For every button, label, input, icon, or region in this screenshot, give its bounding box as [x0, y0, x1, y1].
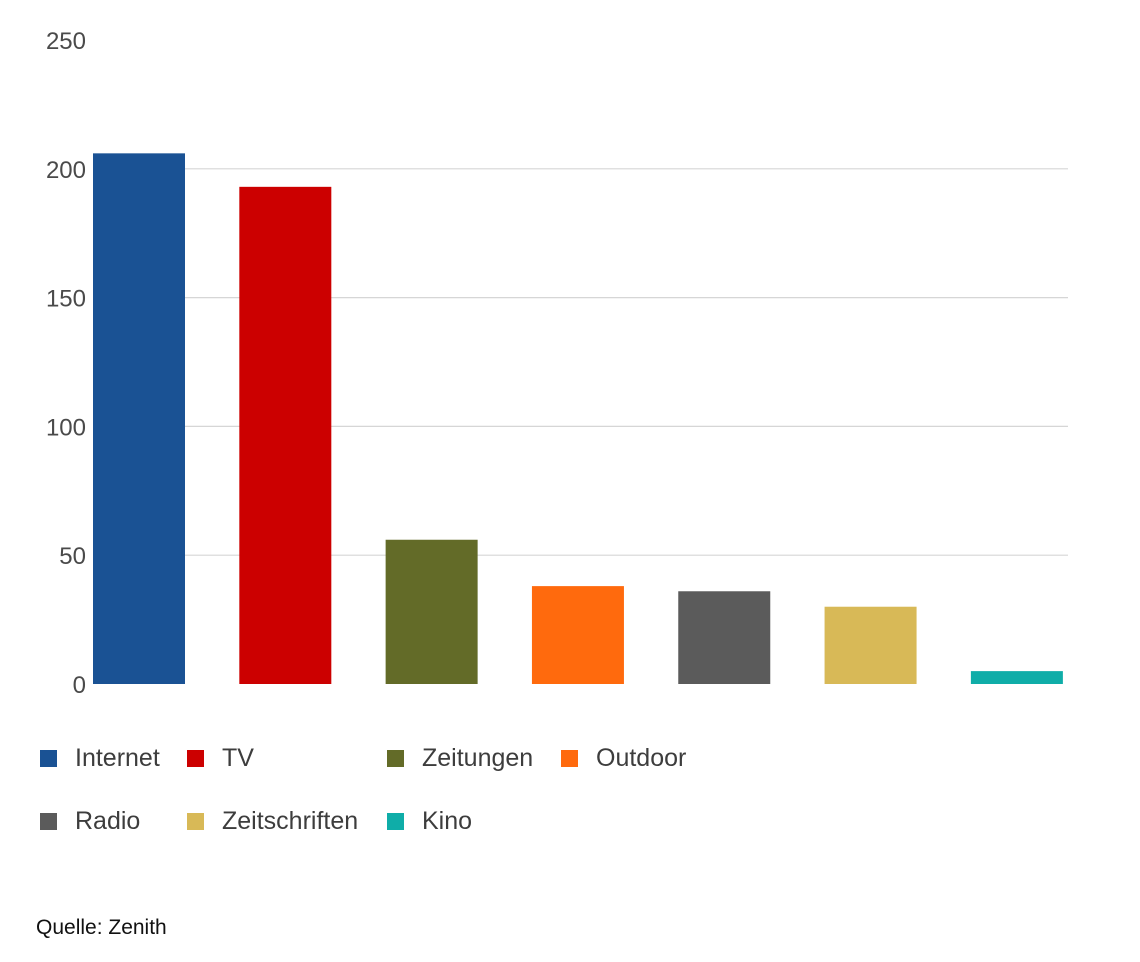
legend-item-zeitschriften: Zeitschriften	[187, 805, 358, 837]
legend-label: Outdoor	[596, 743, 687, 772]
legend-swatch	[40, 812, 57, 830]
y-tick-label: 150	[46, 286, 86, 313]
legend-swatch	[187, 812, 204, 830]
bar-radio	[678, 591, 771, 684]
bar-tv	[239, 186, 332, 684]
legend-label: Zeitungen	[422, 743, 534, 772]
y-tick-label: 200	[46, 157, 86, 184]
bar-kino	[970, 671, 1063, 684]
legend-swatch	[561, 749, 578, 767]
legend-label: Zeitschriften	[222, 806, 359, 835]
legend-item-radio: Radio	[40, 805, 140, 837]
legend-label: Radio	[75, 806, 141, 835]
legend-label: Internet	[75, 743, 160, 772]
legend-swatch	[387, 812, 404, 830]
legend-item-outdoor: Outdoor	[561, 742, 686, 774]
legend-swatch	[40, 749, 57, 767]
legend-swatch	[187, 749, 204, 767]
bar-internet	[93, 153, 185, 684]
legend-item-kino: Kino	[387, 805, 472, 837]
bar-zeitschriften	[824, 606, 917, 684]
y-tick-label: 100	[46, 414, 86, 441]
legend-item-tv: TV	[187, 742, 254, 774]
y-tick-label: 0	[73, 672, 86, 699]
y-tick-label: 50	[59, 543, 86, 570]
bar-zeitungen	[385, 539, 478, 684]
source-note: Quelle: Zenith	[36, 916, 167, 939]
y-axis-labels: 0 50 100 150 200 250	[46, 28, 86, 699]
legend-item-zeitungen: Zeitungen	[387, 742, 533, 774]
legend-item-internet: Internet	[40, 742, 160, 774]
legend-label: TV	[222, 743, 254, 772]
bars	[93, 153, 1063, 684]
legend-swatch	[387, 749, 404, 767]
y-tick-label: 250	[46, 28, 86, 55]
legend-label: Kino	[422, 806, 473, 835]
bar-chart: 0 50 100 150 200 250	[46, 28, 1068, 699]
bar-outdoor	[531, 586, 624, 684]
gridlines	[93, 168, 1068, 556]
